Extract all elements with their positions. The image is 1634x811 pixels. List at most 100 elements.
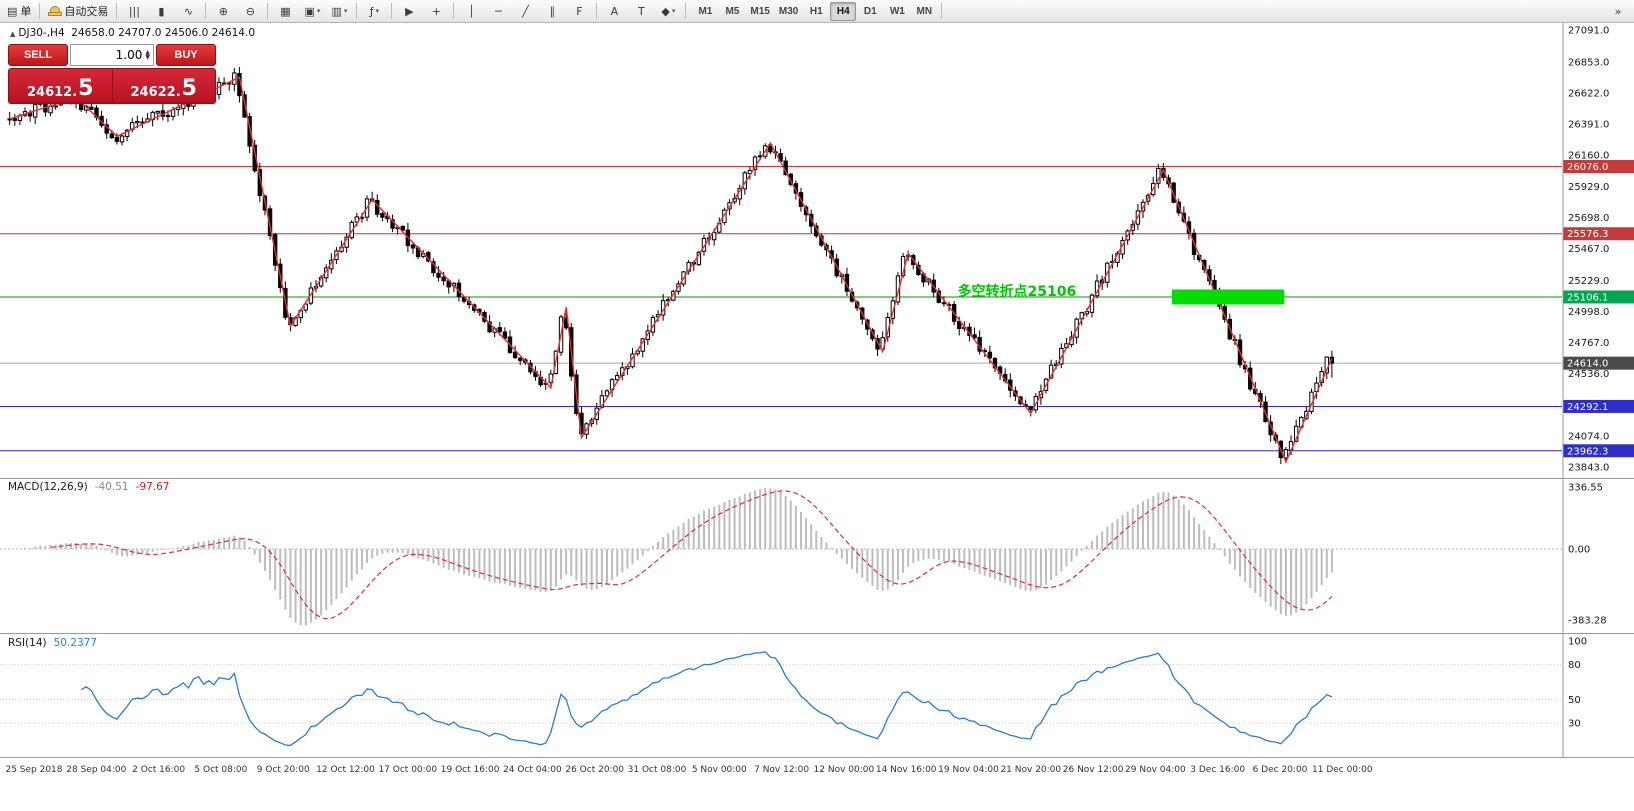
label-icon: T xyxy=(638,4,645,18)
trendline-icon-button[interactable]: ╱ xyxy=(512,1,538,21)
line-chart-icon-button[interactable]: ∿ xyxy=(175,1,201,21)
volume-spinner[interactable]: ▲ ▼ xyxy=(145,49,150,61)
rsi-scale-label: 30 xyxy=(1568,718,1581,729)
dropdown-arrow-icon: ▾ xyxy=(375,8,380,15)
toolbar-overflow-icon[interactable]: » xyxy=(1605,1,1631,21)
level-price-tag[interactable]: 26076.0 xyxy=(1563,160,1634,174)
fibonacci-icon: F xyxy=(576,4,583,18)
volume-input[interactable]: 1.00 ▲ ▼ xyxy=(70,44,154,66)
spinner-up-icon[interactable]: ▲ xyxy=(145,49,150,56)
zoom-in-icon-button[interactable]: ⊕ xyxy=(210,1,236,21)
svg-text:24614.0: 24614.0 xyxy=(1567,359,1608,370)
bar-chart-icon-button[interactable]: ||| xyxy=(121,1,147,21)
price-tick-label: 25929.0 xyxy=(1568,182,1609,193)
macd-label: MACD(12,26,9) -40.51 -97.67 xyxy=(8,481,169,493)
timeframe-w1-button[interactable]: W1 xyxy=(889,5,905,17)
crosshair-icon-button[interactable]: + xyxy=(423,1,449,21)
price-tick-label: 25229.0 xyxy=(1568,276,1609,287)
dropdown-arrow-icon: ▾ xyxy=(316,8,321,15)
toolbar-separator xyxy=(391,3,393,19)
crosshair-icon: + xyxy=(431,4,442,18)
zigzag-line[interactable] xyxy=(9,76,1333,464)
rsi-scale-label: 80 xyxy=(1568,660,1581,671)
macd-signal-line xyxy=(50,490,1333,620)
cursor-icon-button[interactable]: ▶ xyxy=(396,1,422,21)
timeframe-d1-button[interactable]: D1 xyxy=(863,5,877,17)
highlight-rectangle[interactable] xyxy=(1171,289,1285,305)
new-chart-icon-button[interactable]: ▣ ▾ xyxy=(299,1,325,21)
price-tick-label: 26160.0 xyxy=(1568,151,1609,162)
toolbar-separator xyxy=(941,3,943,19)
price-tick-label: 26622.0 xyxy=(1568,89,1609,100)
fibonacci-icon-button[interactable]: F xyxy=(566,1,592,21)
bar-chart-icon: ||| xyxy=(128,4,140,18)
new-order-button-button[interactable]: ▤ 单 xyxy=(3,1,35,21)
time-axis-label: 17 Oct 00:00 xyxy=(378,765,437,775)
new-order-button-label: 单 xyxy=(20,6,32,18)
label-icon-button[interactable]: T xyxy=(628,1,654,21)
tile-windows-icon-button[interactable]: ▦ xyxy=(272,1,298,21)
price-tick-label: 23843.0 xyxy=(1568,462,1609,473)
current-price-tag[interactable]: 24614.0 xyxy=(1563,356,1634,370)
text-icon-button[interactable]: A xyxy=(601,1,627,21)
timeframe-m1-button[interactable]: M1 xyxy=(698,5,713,17)
macd-signal-value: -97.67 xyxy=(135,481,170,493)
shapes-icon-button[interactable]: ◆ ▾ xyxy=(655,1,681,21)
zoom-out-icon-button[interactable]: ⊖ xyxy=(237,1,263,21)
horizontal-line-icon-button[interactable]: ─ xyxy=(485,1,511,21)
timeframe-h4-button[interactable]: H4 xyxy=(830,1,857,21)
time-axis-label: 28 Sep 04:00 xyxy=(66,765,126,775)
buy-price[interactable]: 24622. 5 xyxy=(112,68,216,104)
price-tick-label: 24074.0 xyxy=(1568,431,1609,442)
timeframe-group: M1 M5 M15 M30 H1 H4 D1 W1 MN xyxy=(692,1,937,21)
level-price-tag[interactable]: 24292.1 xyxy=(1563,399,1634,413)
autotrade-button-button[interactable]: 自动交易 xyxy=(44,1,112,21)
zoom-in-icon: ⊕ xyxy=(218,4,229,18)
vertical-line-icon-button[interactable]: │ xyxy=(458,1,484,21)
macd-name: MACD(12,26,9) xyxy=(8,481,88,493)
collapse-arrow-icon[interactable]: ▲ xyxy=(10,30,16,38)
indicators-icon: ƒ xyxy=(369,4,374,18)
buy-button[interactable]: BUY xyxy=(156,44,216,66)
svg-text:23962.3: 23962.3 xyxy=(1567,446,1608,457)
rsi-scale-label: 100 xyxy=(1568,637,1587,648)
candlestick-chart-icon: ▮ xyxy=(158,4,165,18)
symbol-info: ▲ DJ30-,H4 24658.0 24707.0 24506.0 24614.… xyxy=(10,27,255,39)
sell-button[interactable]: SELL xyxy=(8,44,68,66)
level-price-tag[interactable]: 25106.1 xyxy=(1563,290,1634,304)
profiles-icon-button[interactable]: ▥ ▾ xyxy=(326,1,352,21)
toolbar-separator xyxy=(205,3,207,19)
timeframe-mn-button[interactable]: MN xyxy=(916,5,933,17)
timeframe-m5-button[interactable]: M5 xyxy=(725,5,740,17)
spinner-down-icon[interactable]: ▼ xyxy=(145,54,150,61)
indicators-icon-button[interactable]: ƒ ▾ xyxy=(361,1,387,21)
chart-canvas[interactable]: 多空转折点25106 27091.0 26853.0 26622.0 26391.0 26… xyxy=(0,22,1634,811)
time-axis-label: 9 Oct 20:00 xyxy=(257,765,310,775)
channel-icon-button[interactable]: ∥ xyxy=(539,1,565,21)
time-axis-label: 21 Nov 20:00 xyxy=(1000,765,1061,775)
price-tick-label: 24767.0 xyxy=(1568,338,1609,349)
toolbar-separator xyxy=(685,3,687,19)
candlestick-chart-icon-button[interactable]: ▮ xyxy=(148,1,174,21)
price-tick-label: 24536.0 xyxy=(1568,369,1609,380)
macd-scale-label: 0.00 xyxy=(1568,545,1590,556)
time-axis-label: 11 Dec 00:00 xyxy=(1312,765,1373,775)
time-axis-label: 29 Nov 04:00 xyxy=(1125,765,1186,775)
sell-price[interactable]: 24612. 5 xyxy=(8,68,113,104)
macd-panel xyxy=(0,487,1562,626)
macd-scale-label: -383.28 xyxy=(1568,616,1607,627)
timeframe-h1-button[interactable]: H1 xyxy=(809,5,823,17)
price-tick-label: 27091.0 xyxy=(1568,26,1609,37)
level-lines[interactable] xyxy=(0,166,1562,452)
autotrade-hat-icon xyxy=(48,6,63,16)
rsi-panel xyxy=(0,651,1562,747)
level-price-tag[interactable]: 25576.3 xyxy=(1563,227,1634,241)
timeframe-m30-button[interactable]: M30 xyxy=(778,5,799,17)
level-price-tag[interactable]: 23962.3 xyxy=(1563,444,1634,458)
time-axis-label: 26 Nov 12:00 xyxy=(1063,765,1124,775)
time-axis-label: 7 Nov 12:00 xyxy=(754,765,809,775)
annotation-text[interactable]: 多空转折点25106 xyxy=(958,283,1077,300)
rsi-name: RSI(14) xyxy=(8,637,47,649)
timeframe-m15-button[interactable]: M15 xyxy=(750,5,770,17)
time-axis-label: 6 Dec 20:00 xyxy=(1253,765,1308,775)
